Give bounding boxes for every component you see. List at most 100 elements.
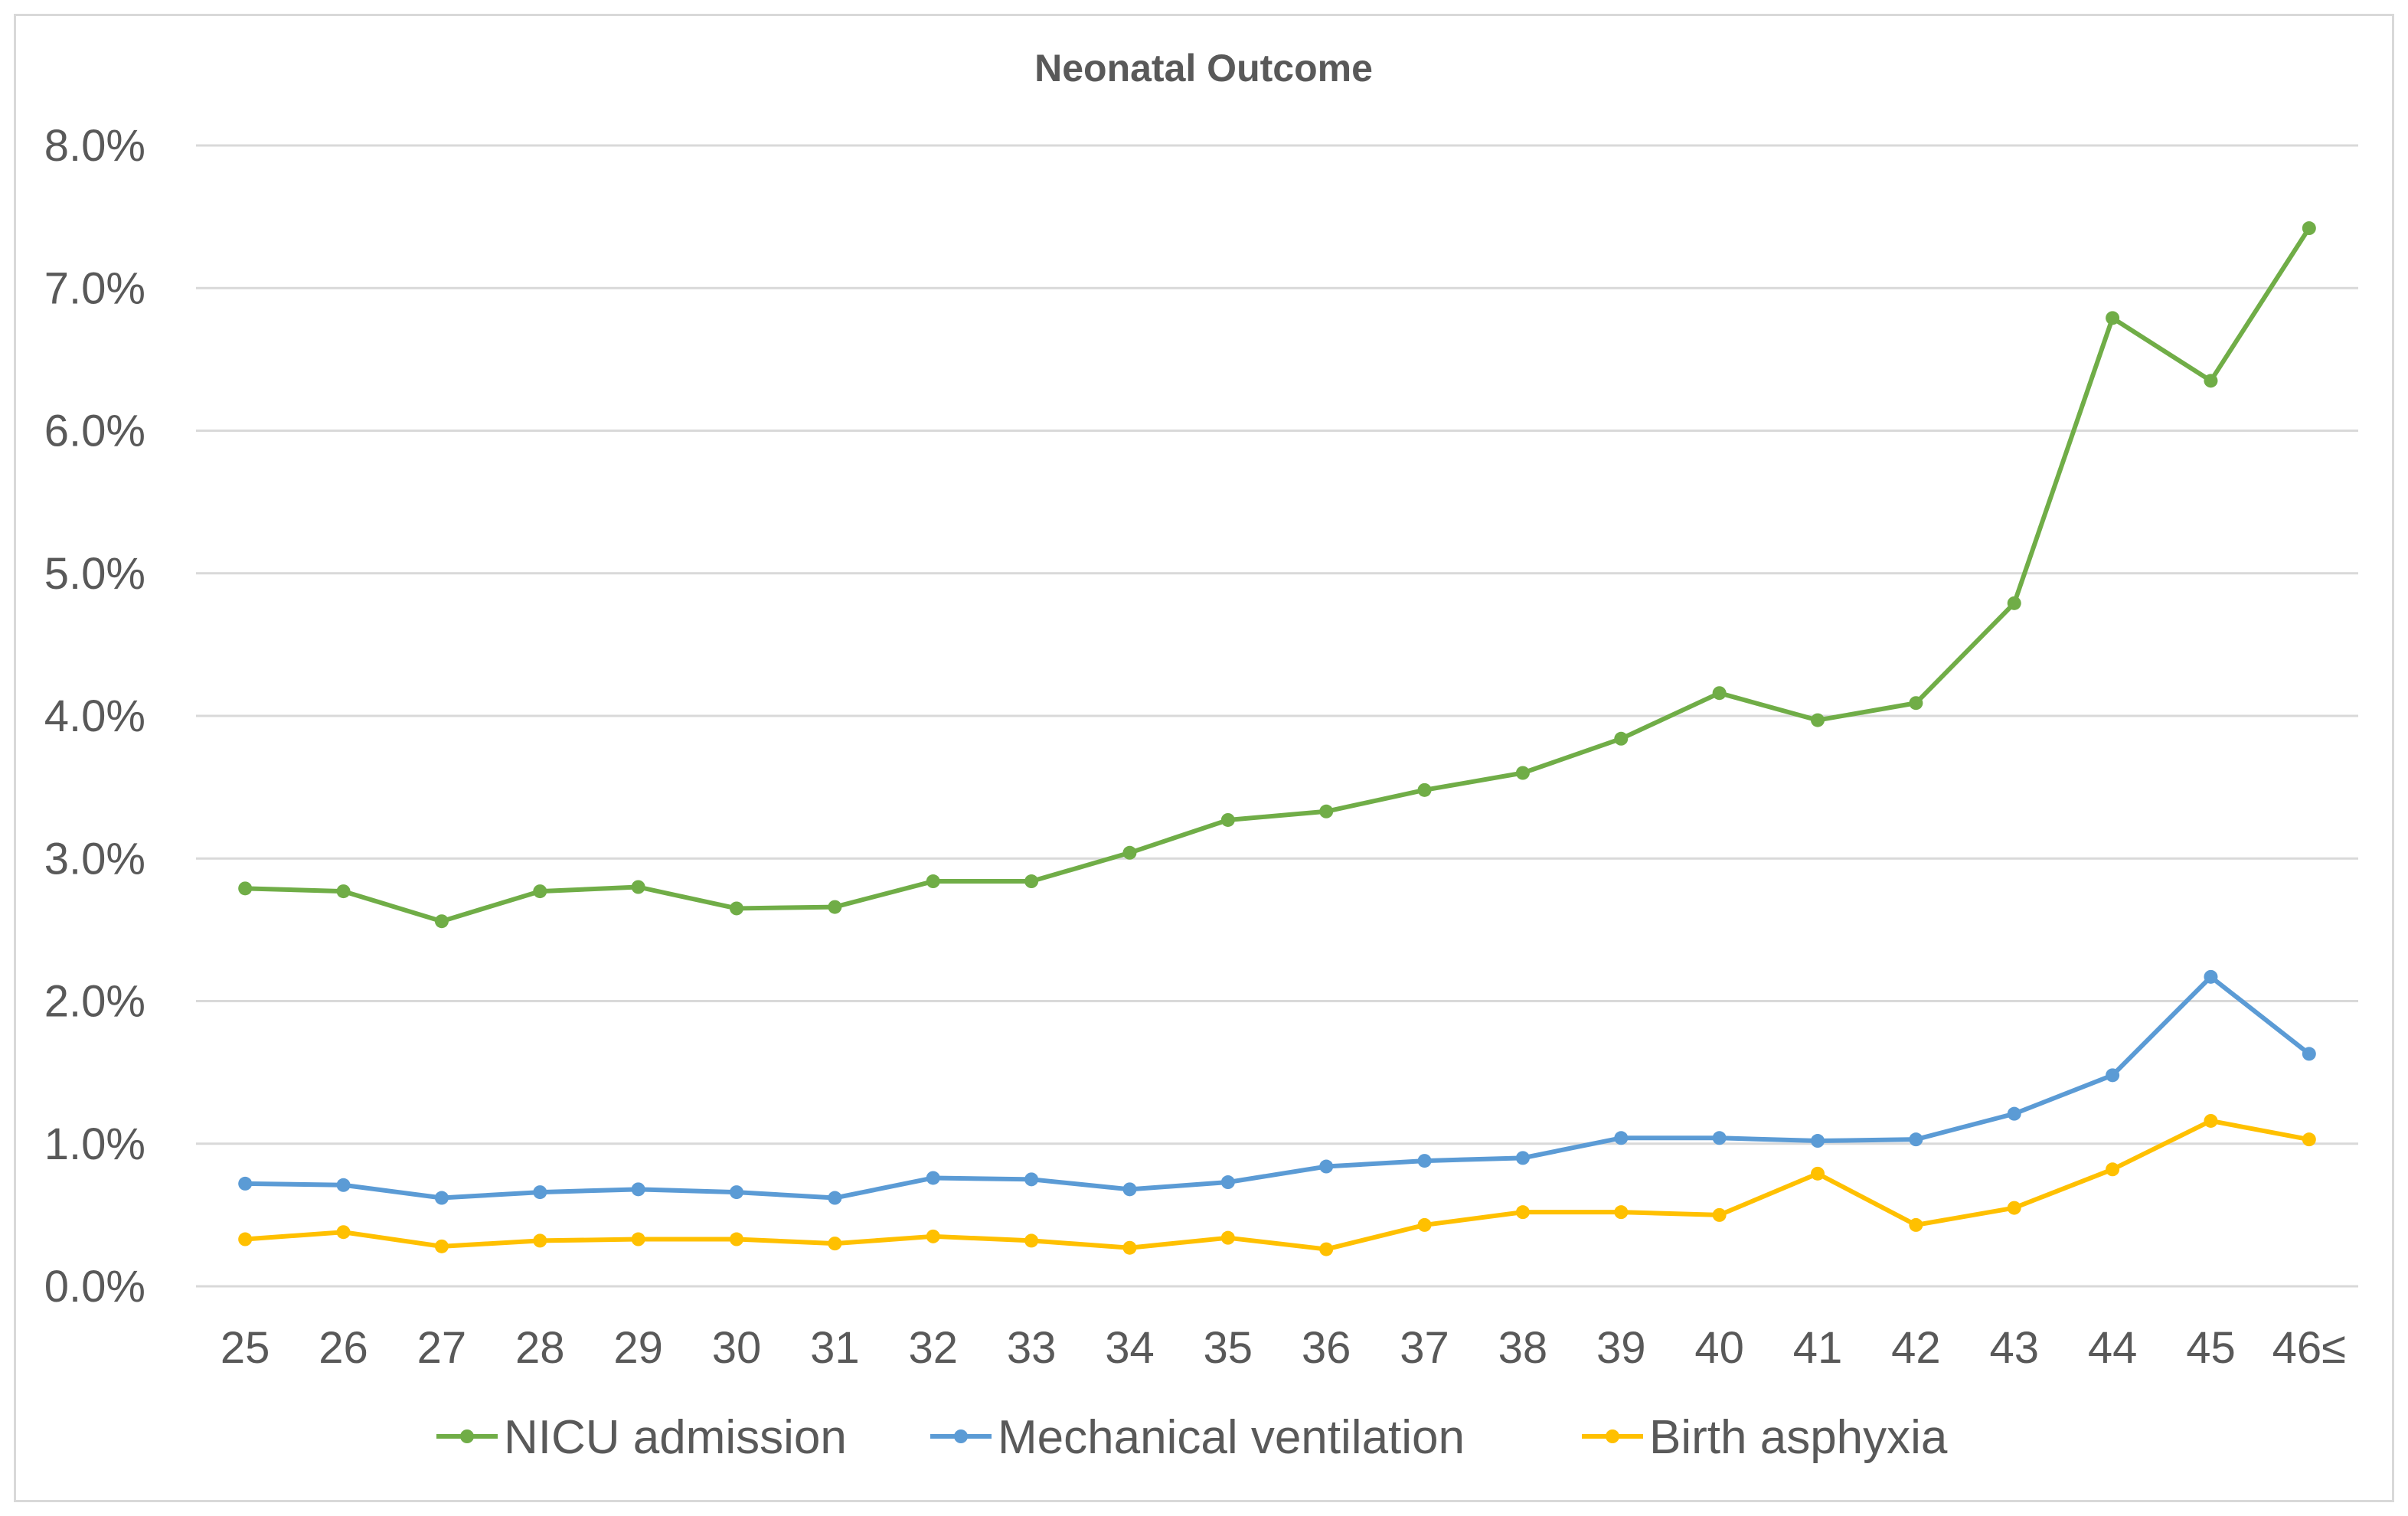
x-tick-label: 30	[712, 1323, 762, 1373]
series-group	[238, 221, 2316, 1256]
legend: NICU admission Mechanical ventilation Birt…	[436, 1411, 1948, 1464]
x-tick-label: 46≤	[2272, 1323, 2346, 1373]
data-point-nicu-admission	[2007, 596, 2021, 610]
data-point-birth-asphyxia	[336, 1225, 351, 1240]
data-point-birth-asphyxia	[1417, 1217, 1432, 1232]
data-point-mechanical-ventilation	[533, 1185, 547, 1200]
series-line-nicu-admission	[243, 226, 2312, 924]
data-point-nicu-admission	[336, 884, 351, 899]
y-tick-label: 1.0%	[44, 1119, 145, 1169]
legend-marker-mechanical-ventilation	[954, 1429, 968, 1443]
data-point-nicu-admission	[828, 900, 842, 914]
data-point-mechanical-ventilation	[238, 1176, 253, 1191]
data-point-mechanical-ventilation	[1909, 1132, 1923, 1147]
data-point-mechanical-ventilation	[1417, 1154, 1432, 1168]
legend-marker-nicu-admission	[460, 1429, 474, 1443]
data-point-mechanical-ventilation	[1220, 1175, 1235, 1190]
series-line-birth-asphyxia	[243, 1118, 2312, 1252]
data-point-nicu-admission	[1515, 766, 1530, 780]
y-tick-label: 3.0%	[44, 834, 145, 884]
data-point-mechanical-ventilation	[1712, 1131, 1727, 1145]
legend-label-mechanical-ventilation: Mechanical ventilation	[998, 1411, 1465, 1464]
y-tick-label: 7.0%	[44, 263, 145, 313]
data-point-birth-asphyxia	[1319, 1242, 1334, 1256]
data-point-mechanical-ventilation	[2007, 1106, 2021, 1121]
x-tick-label: 36	[1302, 1323, 1351, 1373]
x-tick-label: 25	[221, 1323, 270, 1373]
data-point-birth-asphyxia	[1220, 1230, 1235, 1245]
y-tick-label: 8.0%	[44, 121, 145, 171]
y-tick-label: 2.0%	[44, 977, 145, 1027]
data-point-nicu-admission	[1811, 713, 1825, 727]
data-point-mechanical-ventilation	[2302, 1047, 2316, 1061]
data-point-nicu-admission	[2302, 221, 2316, 236]
data-point-nicu-admission	[2204, 374, 2218, 388]
data-point-nicu-admission	[238, 881, 253, 896]
data-point-birth-asphyxia	[1909, 1217, 1923, 1232]
x-tick-label: 38	[1498, 1323, 1548, 1373]
data-point-nicu-admission	[926, 874, 940, 889]
x-tick-label: 37	[1400, 1323, 1449, 1373]
data-point-birth-asphyxia	[1811, 1166, 1825, 1181]
series-line-mechanical-ventilation	[243, 974, 2312, 1201]
data-point-mechanical-ventilation	[1811, 1134, 1825, 1148]
data-point-mechanical-ventilation	[631, 1182, 645, 1197]
x-tick-label: 29	[613, 1323, 663, 1373]
x-tick-label: 34	[1105, 1323, 1155, 1373]
gridlines	[196, 144, 2358, 1288]
data-point-nicu-admission	[533, 884, 547, 899]
data-point-birth-asphyxia	[2007, 1201, 2021, 1215]
data-point-birth-asphyxia	[631, 1232, 645, 1246]
data-point-birth-asphyxia	[2106, 1162, 2120, 1177]
data-point-nicu-admission	[1909, 696, 1923, 711]
data-point-nicu-admission	[1319, 804, 1334, 818]
data-point-nicu-admission	[1220, 812, 1235, 827]
data-point-birth-asphyxia	[434, 1239, 449, 1253]
data-point-mechanical-ventilation	[1515, 1151, 1530, 1165]
data-point-mechanical-ventilation	[2106, 1068, 2120, 1083]
x-tick-label: 39	[1596, 1323, 1646, 1373]
legend-label-birth-asphyxia: Birth asphyxia	[1649, 1411, 1948, 1464]
data-point-nicu-admission	[1417, 783, 1432, 797]
data-point-mechanical-ventilation	[1614, 1131, 1629, 1145]
y-tick-label: 0.0%	[44, 1262, 145, 1312]
x-tick-label: 27	[417, 1323, 467, 1373]
data-point-mechanical-ventilation	[926, 1171, 940, 1185]
data-point-birth-asphyxia	[730, 1232, 743, 1246]
x-tick-label: 28	[515, 1323, 565, 1373]
data-point-nicu-admission	[2106, 311, 2120, 325]
x-tick-label: 43	[1989, 1323, 2039, 1373]
data-point-nicu-admission	[730, 901, 743, 916]
data-point-birth-asphyxia	[2302, 1132, 2316, 1147]
data-point-birth-asphyxia	[1024, 1233, 1039, 1248]
legend-marker-birth-asphyxia	[1606, 1429, 1619, 1443]
data-point-birth-asphyxia	[1614, 1205, 1629, 1220]
data-point-nicu-admission	[1614, 731, 1629, 746]
x-tick-label: 45	[2186, 1323, 2236, 1373]
legend-label-nicu-admission: NICU admission	[504, 1411, 847, 1464]
y-tick-label: 5.0%	[44, 549, 145, 599]
data-point-birth-asphyxia	[926, 1229, 940, 1243]
data-point-mechanical-ventilation	[730, 1185, 743, 1200]
data-point-birth-asphyxia	[238, 1232, 253, 1246]
x-tick-label: 40	[1694, 1323, 1744, 1373]
x-axis-ticks: 25 26 27 28 29 30 31 32 33 34 35 36 37 38 39 40 41 42 43 44…	[221, 1323, 2346, 1373]
x-tick-label: 31	[810, 1323, 860, 1373]
data-point-mechanical-ventilation	[1122, 1182, 1137, 1197]
data-point-nicu-admission	[631, 880, 645, 894]
x-tick-label: 26	[319, 1323, 368, 1373]
x-tick-label: 42	[1891, 1323, 1941, 1373]
data-point-birth-asphyxia	[828, 1237, 842, 1251]
data-point-nicu-admission	[434, 914, 449, 929]
data-point-birth-asphyxia	[533, 1233, 547, 1248]
data-point-birth-asphyxia	[2204, 1113, 2218, 1128]
data-point-mechanical-ventilation	[2204, 969, 2218, 984]
chart-frame	[14, 14, 2394, 1502]
data-point-mechanical-ventilation	[434, 1191, 449, 1205]
data-point-mechanical-ventilation	[828, 1191, 842, 1205]
x-tick-label: 33	[1007, 1323, 1057, 1373]
y-tick-label: 6.0%	[44, 407, 145, 456]
data-point-mechanical-ventilation	[1319, 1159, 1334, 1174]
chart-title: Neonatal Outcome	[1034, 47, 1373, 90]
